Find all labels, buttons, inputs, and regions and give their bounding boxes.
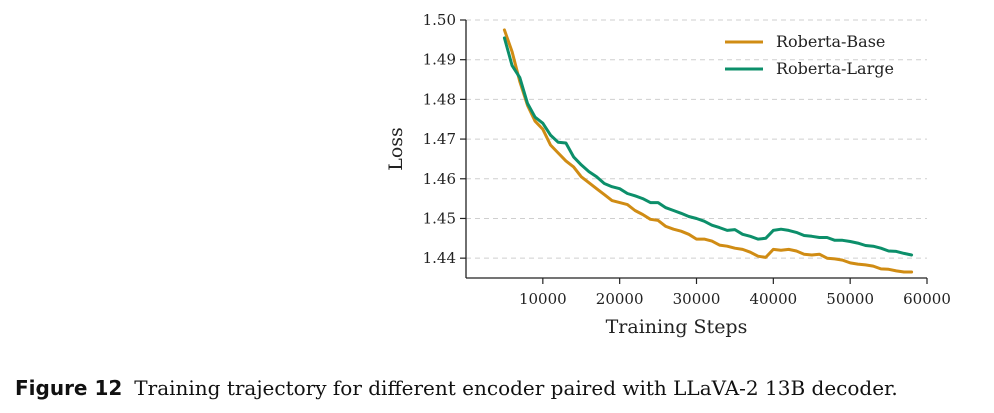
legend-label-roberta-large: Roberta-Large [776,59,894,78]
y-tick-label: 1.49 [423,51,456,69]
y-tick-label: 1.47 [423,130,456,148]
legend-label-roberta-base: Roberta-Base [776,32,885,51]
x-axis-label: Training Steps [606,316,748,338]
series-line-roberta-large [502,36,914,257]
legend: Roberta-Base Roberta-Large [725,32,894,78]
y-tick-label: 1.48 [423,90,456,108]
figure-caption: Figure 12 Training trajectory for differe… [15,376,898,400]
x-tick-label: 10000 [519,290,567,308]
x-tick-label: 30000 [673,290,721,308]
y-tick-label: 1.44 [423,249,456,267]
figure-number: Figure 12 [15,376,123,400]
x-tick-label: 20000 [596,290,644,308]
series-lines [502,28,914,274]
y-tick-label: 1.45 [423,209,456,227]
x-tick-label: 40000 [749,290,797,308]
y-tick-label: 1.50 [423,11,456,29]
gridlines [466,19,927,259]
x-tick-label: 60000 [903,290,951,308]
loss-chart: 1.44 1.45 1.46 1.47 1.48 1.49 1.50 10000 20000 30… [385,11,951,338]
series-line-roberta-base [502,28,914,274]
axes: 1.44 1.45 1.46 1.47 1.48 1.49 1.50 10000 20000 30… [423,11,951,308]
y-axis-label: Loss [385,127,407,171]
y-tick-label: 1.46 [423,170,456,188]
x-tick-label: 50000 [826,290,874,308]
caption-text: Training trajectory for different encode… [134,376,898,400]
